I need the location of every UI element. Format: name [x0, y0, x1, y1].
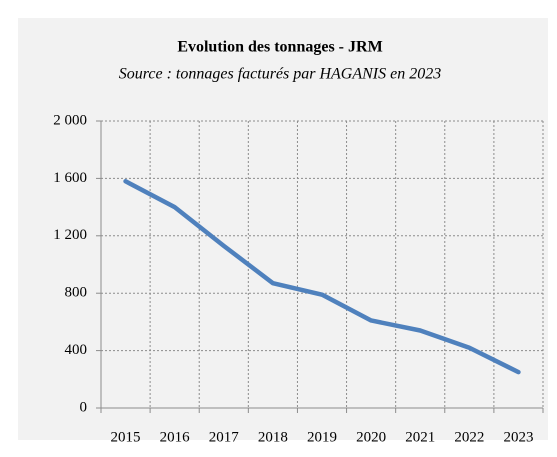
- x-tick-label: 2021: [405, 429, 435, 445]
- y-tick-label: 2 000: [53, 112, 87, 128]
- data-line: [123, 179, 521, 375]
- y-tick-label: 800: [65, 285, 88, 301]
- y-tick-label: 0: [80, 399, 88, 415]
- x-tick-label: 2018: [258, 429, 288, 445]
- x-tick-label: 2023: [503, 429, 533, 445]
- x-tick-label: 2017: [209, 429, 240, 445]
- chart-title: Evolution des tonnages - JRM: [177, 39, 382, 56]
- x-tick-label: 2022: [454, 429, 484, 445]
- chart-background: [18, 18, 548, 440]
- chart-subtitle: Source : tonnages facturés par HAGANIS e…: [119, 66, 441, 83]
- x-tick-label: 2016: [160, 429, 191, 445]
- x-tick-label: 2020: [356, 429, 386, 445]
- x-tick-label: 2019: [307, 429, 337, 445]
- y-tick-label: 1 200: [53, 227, 87, 243]
- x-tick-label: 2015: [111, 429, 141, 445]
- y-tick-label: 400: [65, 342, 88, 358]
- y-tick-label: 1 600: [53, 170, 87, 186]
